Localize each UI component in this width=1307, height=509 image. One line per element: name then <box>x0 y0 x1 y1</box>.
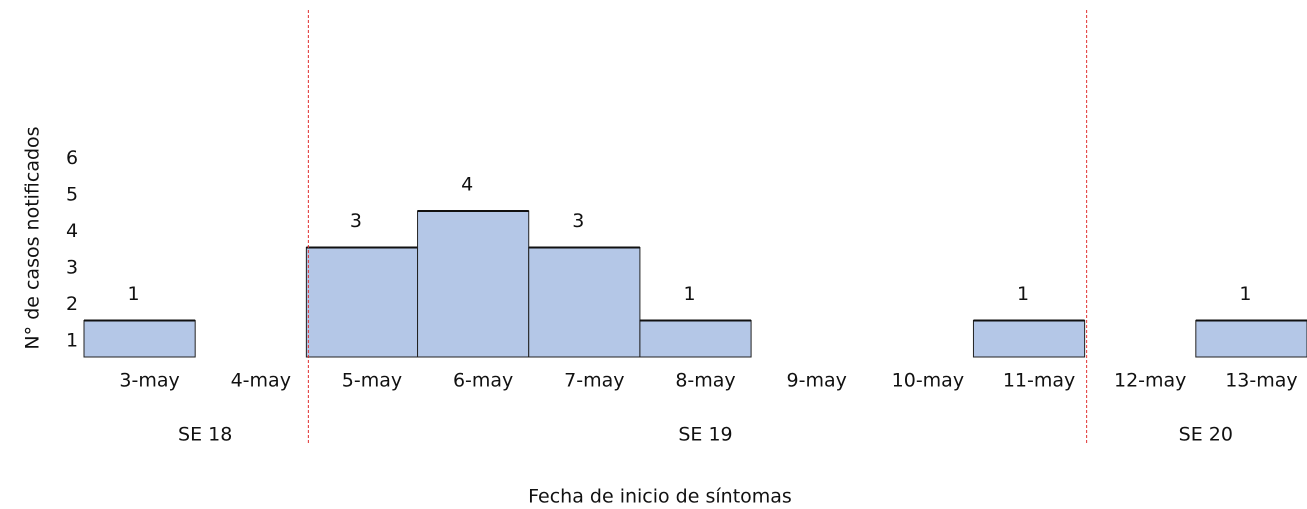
bar <box>528 247 641 358</box>
y-axis-label: N° de casos notificados <box>22 126 44 349</box>
value-label: 3 <box>572 210 584 232</box>
value-label: 1 <box>683 283 695 305</box>
bar <box>972 320 1086 358</box>
value-label: 1 <box>128 283 140 305</box>
y-tick-label: 6 <box>66 147 78 169</box>
x-tick-label: 11-may <box>1003 370 1075 392</box>
x-tick-label: 6-may <box>453 370 513 392</box>
x-tick-label: 10-may <box>892 370 964 392</box>
bar <box>639 320 752 358</box>
week-label: SE 20 <box>1179 424 1233 446</box>
value-label: 4 <box>461 174 473 196</box>
y-tick-label: 2 <box>66 293 78 315</box>
x-tick-label: 7-may <box>564 370 624 392</box>
y-tick-label: 3 <box>66 256 78 278</box>
x-tick-label: 3-may <box>119 370 179 392</box>
bar <box>305 247 419 358</box>
value-label: 3 <box>350 210 362 232</box>
y-tick-label: 4 <box>66 220 78 242</box>
x-tick-label: 12-may <box>1114 370 1186 392</box>
x-tick-label: 4-may <box>231 370 291 392</box>
x-tick-label: 9-may <box>787 370 847 392</box>
x-axis-label: Fecha de inicio de síntomas <box>528 486 792 508</box>
x-tick-label: 5-may <box>342 370 402 392</box>
value-label: 1 <box>1017 283 1029 305</box>
week-label: SE 19 <box>678 424 732 446</box>
y-tick-label: 1 <box>66 329 78 351</box>
bar <box>83 320 196 358</box>
y-tick-label: 5 <box>66 183 78 205</box>
x-tick-label: 8-may <box>675 370 735 392</box>
value-label: 1 <box>1239 283 1251 305</box>
x-tick-label: 13-may <box>1225 370 1297 392</box>
bar <box>417 210 530 358</box>
week-label: SE 18 <box>178 424 232 446</box>
bar <box>1195 320 1307 358</box>
